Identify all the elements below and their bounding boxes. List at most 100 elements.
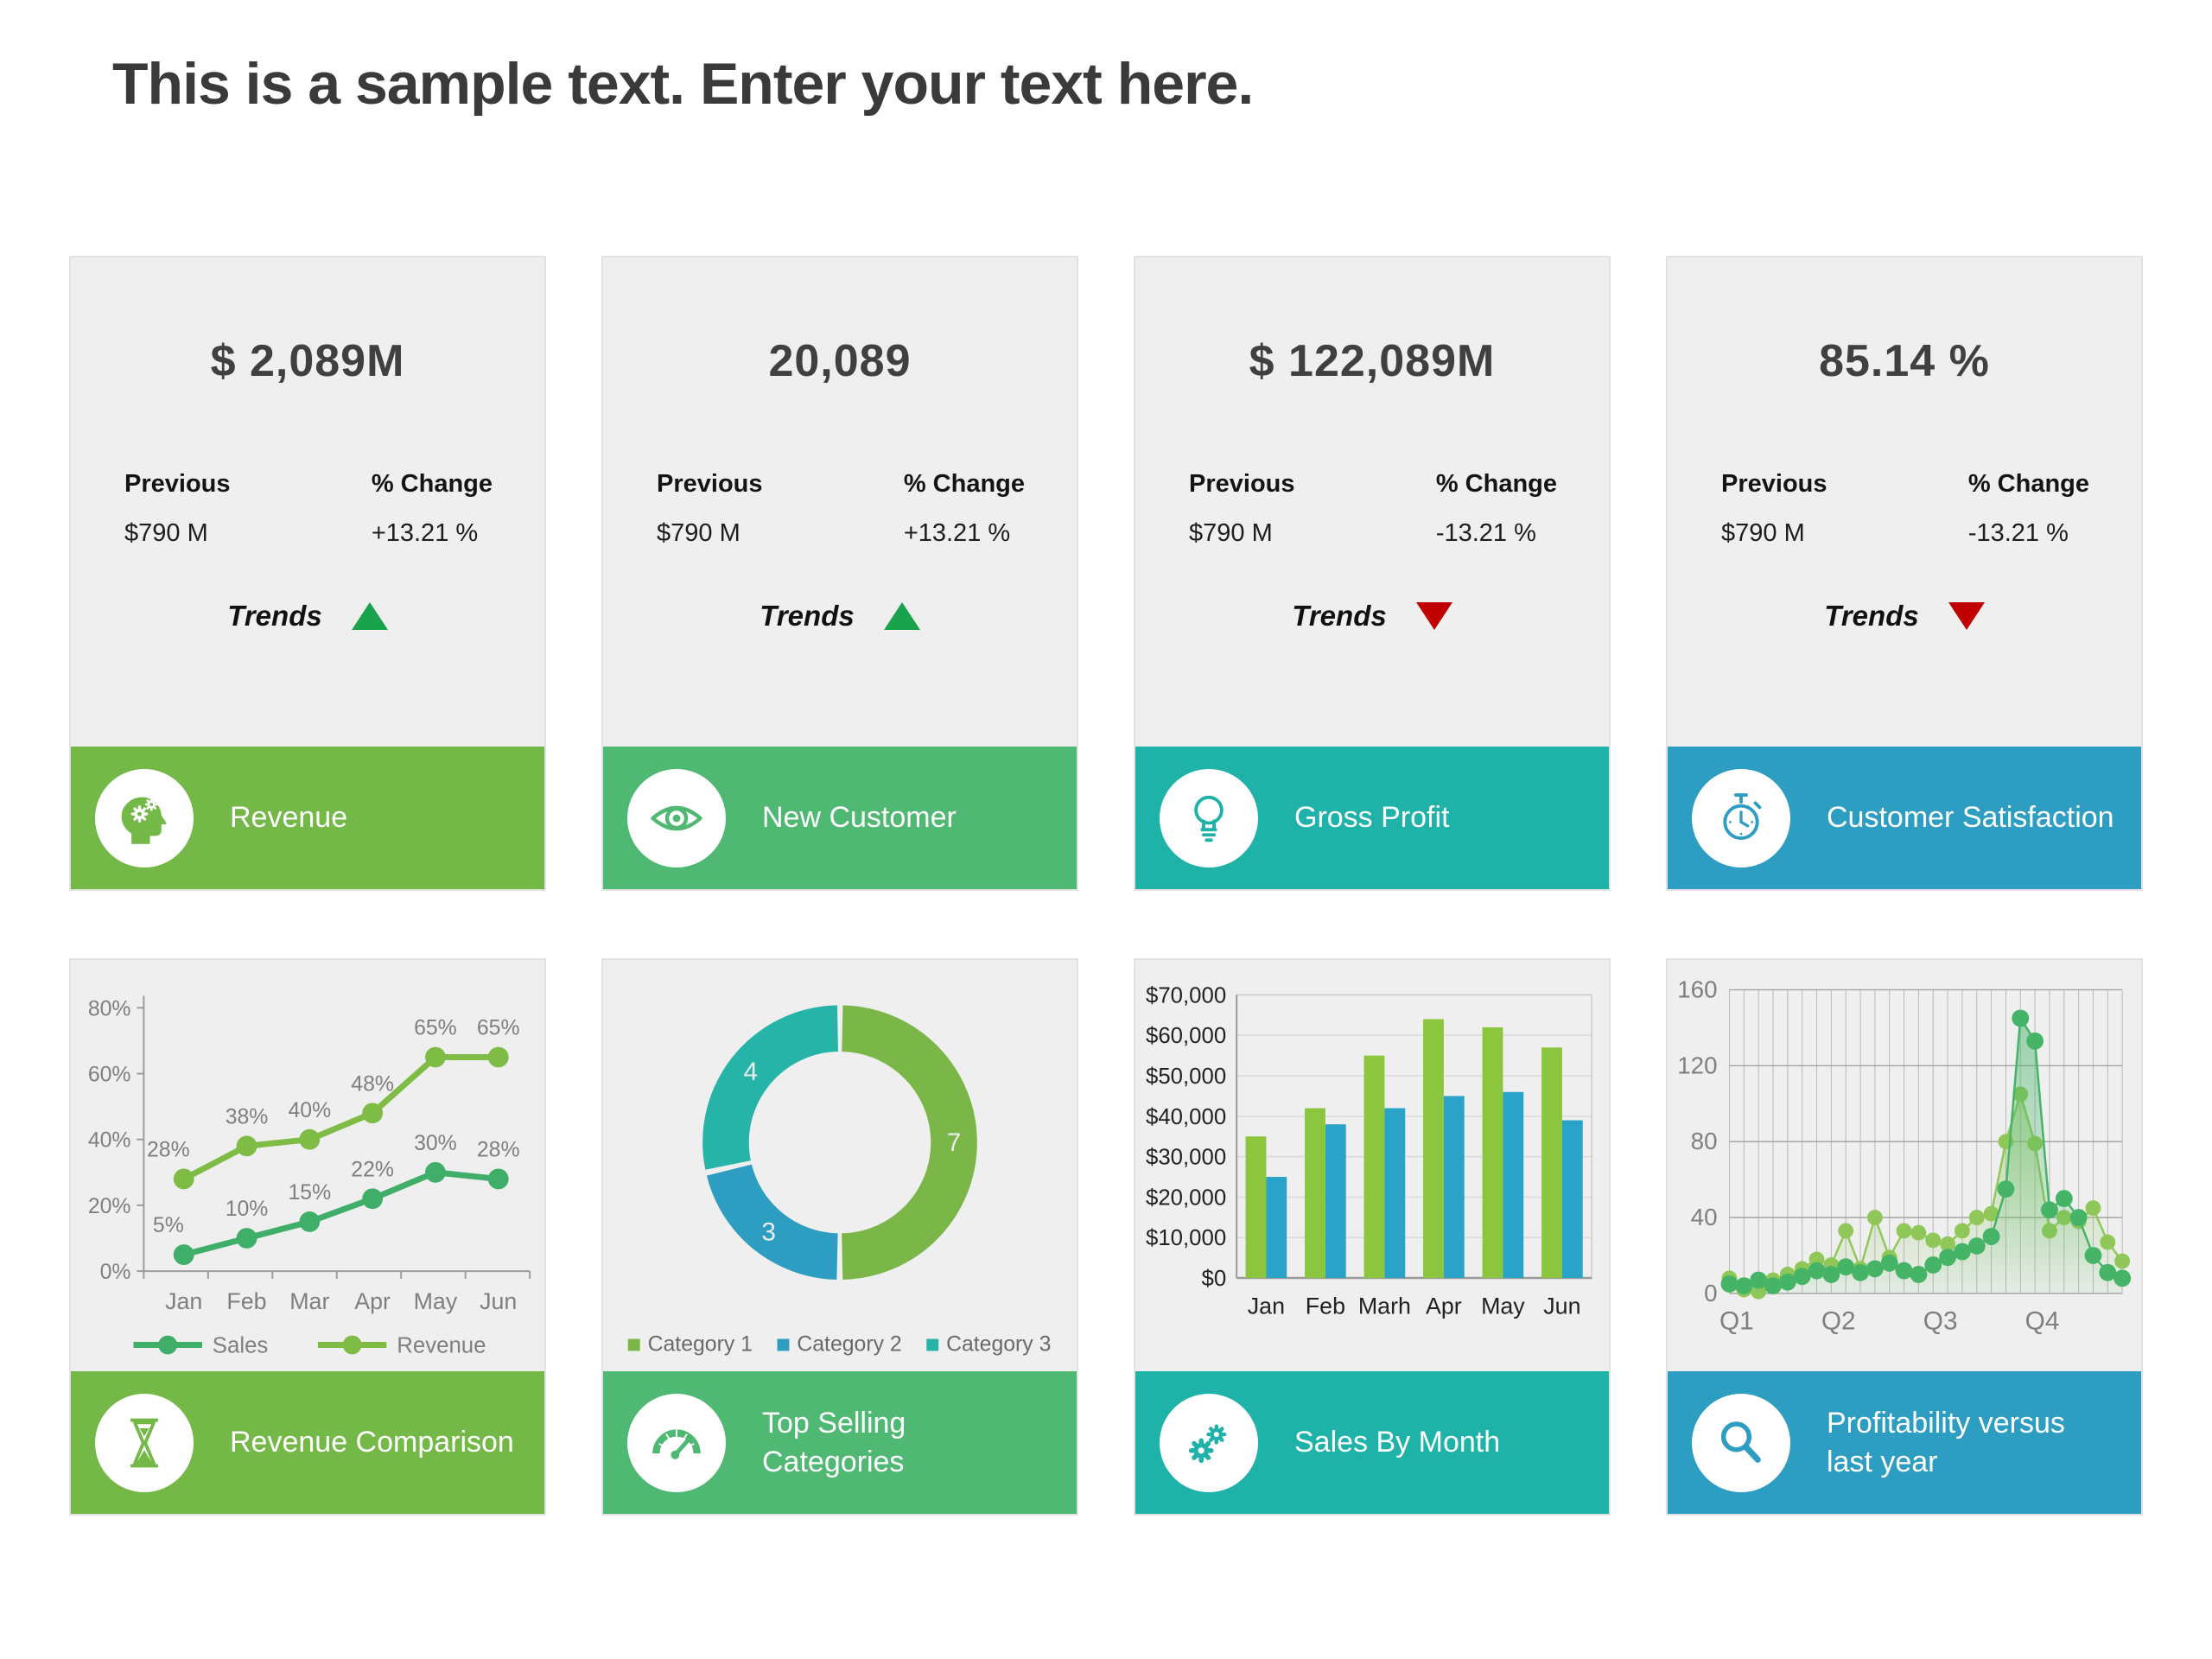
svg-text:$70,000: $70,000 bbox=[1146, 983, 1226, 1007]
svg-text:80: 80 bbox=[1691, 1128, 1718, 1154]
svg-text:Mar: Mar bbox=[289, 1288, 329, 1314]
footer-label: Customer Satisfaction bbox=[1827, 801, 2114, 835]
svg-text:Q4: Q4 bbox=[2025, 1307, 2060, 1336]
chart-area: $0 $10,000 $20,000 $30,000 $40,000 $50,000 $60… bbox=[1135, 960, 1609, 1371]
kpi-value: $ 122,089M bbox=[1249, 336, 1496, 386]
chart-card-top-selling-categories: 7 3 4 Category 1 Category 2 Category 3 Top Se… bbox=[601, 958, 1078, 1516]
svg-text:28%: 28% bbox=[477, 1139, 520, 1162]
svg-text:Apr: Apr bbox=[354, 1288, 391, 1314]
kpi-columns: Previous $790 M % Change -13.21 % bbox=[1668, 470, 2141, 548]
previous-label: Previous bbox=[124, 470, 231, 498]
card-footer: Customer Satisfaction bbox=[1668, 747, 2141, 889]
change-column: % Change -13.21 % bbox=[1968, 470, 2089, 548]
change-label: % Change bbox=[1967, 470, 2089, 498]
previous-value: $790 M bbox=[1721, 519, 1805, 547]
eye-icon bbox=[627, 768, 726, 868]
chart-area: 0% 20% 40% 60% 80% Jan Feb Mar Apr May Jun 5% 10% 15%… bbox=[71, 960, 544, 1371]
svg-text:30%: 30% bbox=[414, 1132, 457, 1155]
previous-value: $790 M bbox=[1189, 519, 1273, 547]
gauge-icon bbox=[627, 1393, 726, 1492]
svg-text:40: 40 bbox=[1691, 1204, 1718, 1230]
trends-row: Trends bbox=[1135, 600, 1609, 632]
svg-text:May: May bbox=[414, 1288, 458, 1314]
svg-text:Feb: Feb bbox=[226, 1288, 266, 1314]
svg-text:80%: 80% bbox=[88, 997, 131, 1020]
page-title: This is a sample text. Enter your text h… bbox=[112, 51, 1254, 117]
change-label: % Change bbox=[903, 470, 1025, 498]
svg-text:$10,000: $10,000 bbox=[1146, 1226, 1226, 1250]
kpi-card-gross-profit: $ 122,089M Previous $790 M % Change -13.… bbox=[1134, 256, 1611, 891]
footer-label: Revenue bbox=[230, 801, 348, 835]
previous-column: Previous $790 M bbox=[124, 470, 231, 548]
footer-label: Profitability versus last year bbox=[1827, 1407, 2065, 1478]
footer-label: New Customer bbox=[762, 801, 957, 835]
card-footer: Revenue Comparison bbox=[71, 1371, 544, 1514]
svg-text:Category 1: Category 1 bbox=[648, 1332, 753, 1356]
sales-bar-chart: $0 $10,000 $20,000 $30,000 $40,000 $50,000 $60… bbox=[1146, 983, 1592, 1319]
svg-text:7: 7 bbox=[947, 1128, 962, 1157]
svg-text:Feb: Feb bbox=[1306, 1294, 1345, 1319]
kpi-columns: Previous $790 M % Change -13.21 % bbox=[1135, 470, 1609, 548]
card-footer: Gross Profit bbox=[1135, 747, 1609, 889]
chart-card-revenue-comparison: 0% 20% 40% 60% 80% Jan Feb Mar Apr May Jun 5% 10% 15%… bbox=[69, 958, 546, 1516]
revenue-comparison-line-chart: 0% 20% 40% 60% 80% Jan Feb Mar Apr May Jun 5% 10% 15%… bbox=[88, 995, 531, 1357]
card-footer: New Customer bbox=[603, 747, 1077, 889]
change-column: % Change +13.21 % bbox=[904, 470, 1025, 548]
change-label: % Change bbox=[371, 470, 493, 498]
change-value: -13.21 % bbox=[1435, 519, 1536, 547]
previous-column: Previous $790 M bbox=[1189, 470, 1295, 548]
svg-text:$30,000: $30,000 bbox=[1146, 1146, 1226, 1170]
svg-text:$60,000: $60,000 bbox=[1146, 1024, 1226, 1048]
svg-text:22%: 22% bbox=[351, 1158, 394, 1181]
change-column: % Change +13.21 % bbox=[372, 470, 493, 548]
change-value: +13.21 % bbox=[371, 519, 479, 547]
hourglass-icon bbox=[95, 1393, 194, 1492]
kpi-card-revenue: $ 2,089M Previous $790 M % Change +13.21… bbox=[69, 256, 546, 891]
svg-text:160: 160 bbox=[1677, 976, 1717, 1002]
svg-text:$20,000: $20,000 bbox=[1146, 1185, 1226, 1210]
svg-text:65%: 65% bbox=[414, 1017, 457, 1040]
chart-card-profitability: 0 40 80 120 160 Q1 Q2 Q3 Q4 Profitability versus… bbox=[1666, 958, 2143, 1516]
svg-text:Jan: Jan bbox=[165, 1288, 202, 1314]
magnifier-icon bbox=[1692, 1393, 1790, 1492]
previous-label: Previous bbox=[1189, 470, 1295, 498]
kpi-value: 85.14 % bbox=[1819, 336, 1990, 386]
svg-text:Jun: Jun bbox=[480, 1288, 517, 1314]
footer-label: Revenue Comparison bbox=[230, 1426, 514, 1459]
svg-text:48%: 48% bbox=[351, 1072, 394, 1096]
trend-down-icon bbox=[1415, 602, 1452, 630]
previous-column: Previous $790 M bbox=[657, 470, 763, 548]
footer-label: Gross Profit bbox=[1294, 801, 1450, 835]
head-gears-icon bbox=[95, 768, 194, 868]
lightbulb-icon bbox=[1160, 768, 1258, 868]
profitability-scatter-chart: 0 40 80 120 160 Q1 Q2 Q3 Q4 bbox=[1677, 976, 2132, 1336]
svg-text:Jun: Jun bbox=[1543, 1294, 1580, 1319]
previous-column: Previous $790 M bbox=[1721, 470, 1827, 548]
trends-label: Trends bbox=[1292, 600, 1387, 632]
kpi-columns: Previous $790 M % Change +13.21 % bbox=[71, 470, 544, 548]
previous-value: $790 M bbox=[124, 519, 208, 547]
svg-text:15%: 15% bbox=[288, 1181, 331, 1205]
previous-label: Previous bbox=[657, 470, 763, 498]
card-grid: $ 2,089M Previous $790 M % Change +13.21… bbox=[69, 256, 2143, 1516]
trend-down-icon bbox=[1948, 602, 1985, 630]
footer-label: Top Selling Categories bbox=[762, 1407, 906, 1478]
change-value: +13.21 % bbox=[903, 519, 1011, 547]
svg-text:10%: 10% bbox=[226, 1198, 269, 1221]
svg-text:$0: $0 bbox=[1202, 1267, 1227, 1291]
svg-text:40%: 40% bbox=[288, 1099, 331, 1122]
kpi-value: 20,089 bbox=[768, 336, 912, 386]
svg-text:5%: 5% bbox=[153, 1214, 184, 1237]
svg-text:40%: 40% bbox=[88, 1129, 131, 1153]
previous-value: $790 M bbox=[657, 519, 741, 547]
kpi-value: $ 2,089M bbox=[210, 336, 405, 386]
svg-text:0: 0 bbox=[1704, 1280, 1717, 1306]
svg-text:65%: 65% bbox=[477, 1017, 520, 1040]
card-footer: Sales By Month bbox=[1135, 1371, 1609, 1514]
change-value: -13.21 % bbox=[1967, 519, 2069, 547]
chart-card-sales-by-month: $0 $10,000 $20,000 $30,000 $40,000 $50,000 $60… bbox=[1134, 958, 1611, 1516]
trends-row: Trends bbox=[603, 600, 1077, 632]
svg-text:Category 2: Category 2 bbox=[797, 1332, 901, 1356]
categories-donut-chart: 7 3 4 Category 1 Category 2 Category 3 bbox=[627, 1005, 1051, 1356]
svg-text:0%: 0% bbox=[100, 1261, 131, 1284]
